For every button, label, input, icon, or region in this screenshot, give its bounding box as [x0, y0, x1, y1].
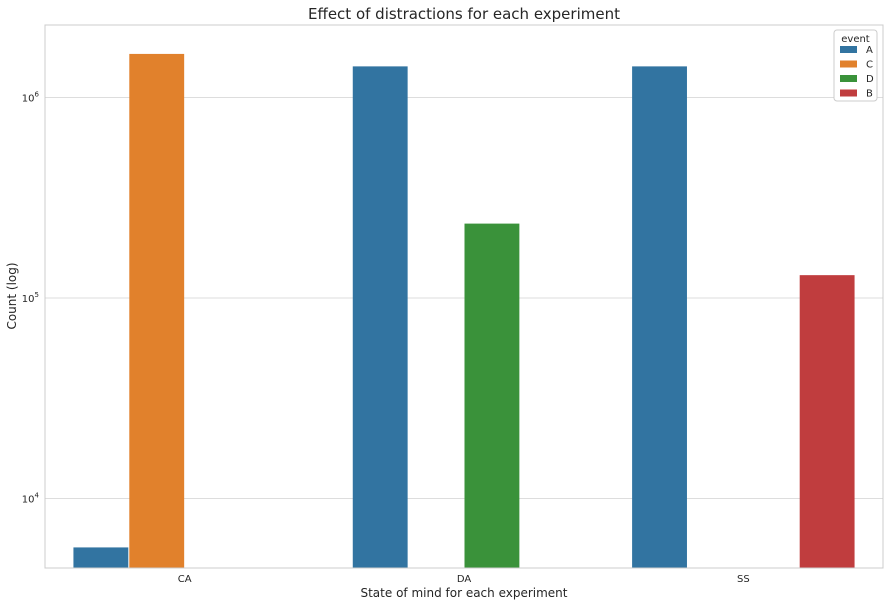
y-tick-exponent: 5	[35, 291, 39, 299]
legend-swatch-D	[840, 75, 857, 82]
grid	[45, 97, 883, 499]
bar-A-CA	[73, 547, 129, 568]
bar-A-SS	[632, 66, 687, 568]
legend-label-C: C	[866, 60, 873, 71]
y-tick-label: 104	[22, 491, 40, 505]
plot-frame	[44, 24, 884, 569]
legend-swatch-A	[840, 46, 857, 53]
legend-label-D: D	[866, 74, 874, 85]
legend-title: event	[841, 34, 870, 45]
legend-swatch-C	[840, 60, 857, 68]
x-ticks: CA DA SS	[178, 574, 750, 585]
y-tick-label: 106	[22, 91, 40, 105]
x-tick-label: CA	[178, 574, 192, 585]
bars	[73, 53, 855, 568]
y-tick-base: 10	[22, 494, 35, 505]
bar-D-DA	[464, 223, 520, 568]
y-tick-base: 10	[22, 294, 35, 305]
y-axis-label: Count (log)	[5, 262, 19, 329]
y-tick-base: 10	[22, 94, 35, 105]
legend-label-A: A	[866, 45, 873, 56]
y-tick-exponent: 6	[35, 91, 40, 99]
legend-swatch-B	[840, 89, 857, 97]
plot-background	[45, 25, 883, 568]
x-axis-label: State of mind for each experiment	[360, 586, 567, 600]
y-tick-exponent: 4	[35, 491, 40, 499]
x-tick-label: SS	[737, 574, 750, 585]
chart-title: Effect of distractions for each experime…	[308, 5, 620, 23]
bar-C-CA	[129, 53, 185, 568]
bar-A-DA	[352, 66, 408, 568]
y-tick-label: 105	[22, 291, 39, 305]
x-tick-label: DA	[457, 574, 472, 585]
legend-label-B: B	[866, 89, 873, 100]
bar-B-SS	[799, 275, 855, 568]
